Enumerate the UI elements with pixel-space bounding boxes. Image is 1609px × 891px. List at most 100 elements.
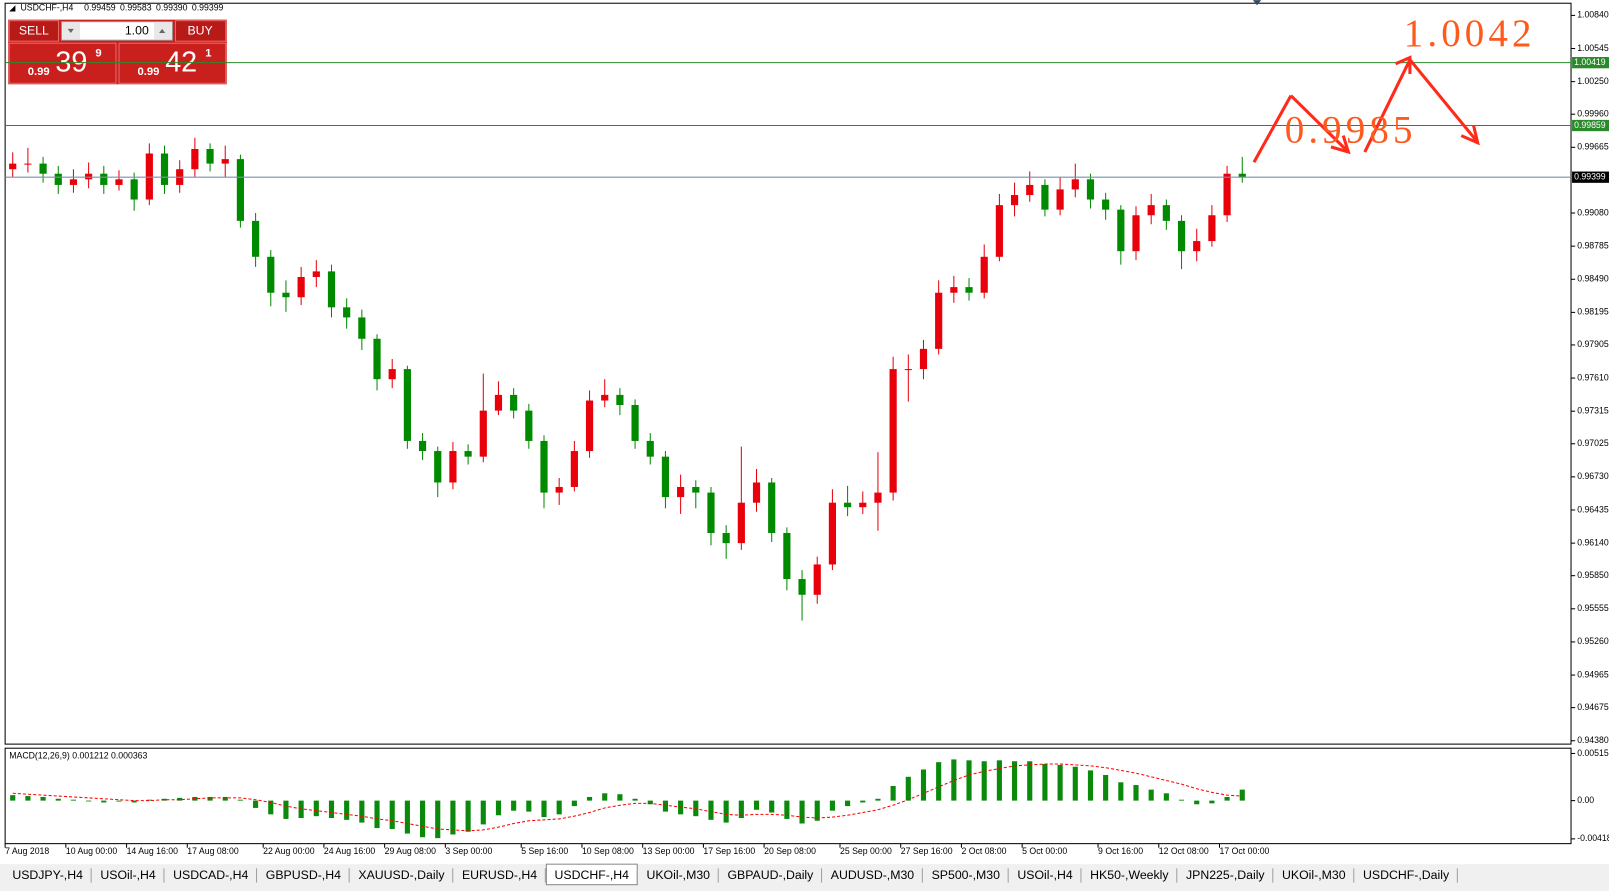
tab[interactable] <box>4 867 92 885</box>
tab-label: EURUSD-,H4 <box>462 868 537 882</box>
candle-body <box>661 456 670 498</box>
macd-bar <box>1133 785 1139 801</box>
lot-input[interactable] <box>61 21 173 41</box>
candle-body <box>707 492 715 534</box>
candle-body <box>1132 215 1140 252</box>
macd-bar <box>936 762 942 801</box>
macd-bar <box>845 800 851 807</box>
macd-bar <box>70 799 77 801</box>
candle-body <box>1071 179 1079 190</box>
tab[interactable] <box>164 867 257 885</box>
y-tick-label: 0.99665 <box>1577 142 1609 152</box>
sell-price-box[interactable] <box>8 42 117 84</box>
down-arrow <box>67 28 74 33</box>
tab[interactable] <box>719 867 822 885</box>
candle-body <box>585 400 594 452</box>
macd-bar <box>905 776 911 801</box>
quote-high: 0.99583 <box>120 3 152 13</box>
macd-bar <box>571 800 577 807</box>
macd-bar <box>420 800 426 838</box>
y-tick-label: 0.94380 <box>1577 735 1609 745</box>
sell-button[interactable] <box>8 20 60 42</box>
tab[interactable] <box>638 867 719 885</box>
x-tick-label: 14 Aug 16:00 <box>127 846 179 856</box>
macd-bar <box>40 796 46 801</box>
candle-body <box>1238 173 1246 178</box>
candle-body <box>373 338 381 380</box>
tab[interactable] <box>92 867 164 885</box>
candle-body <box>965 287 973 293</box>
candle-body <box>1010 195 1019 206</box>
candle-body <box>555 486 563 493</box>
candle-body <box>1056 189 1064 210</box>
tab-label: GBPUSD-,H4 <box>266 868 341 882</box>
y-tick-label: -0.00418 <box>1577 833 1609 843</box>
macd-bar <box>55 798 61 801</box>
quote-close: 0.99399 <box>192 3 224 13</box>
tab[interactable] <box>1273 867 1354 885</box>
tab[interactable] <box>1081 867 1177 885</box>
y-tick-label: 0.94965 <box>1577 669 1609 679</box>
macd-bar <box>101 800 107 803</box>
drawn-arrows <box>1252 55 1480 164</box>
candle-body <box>297 277 305 298</box>
price-level-label: 0.99399 <box>1574 171 1606 181</box>
candle-body <box>980 256 988 293</box>
quote-open: 0.99459 <box>84 3 116 13</box>
candle-body <box>1223 173 1231 216</box>
macd-bar <box>617 794 623 801</box>
signal-line <box>12 763 1243 832</box>
tab-label: AUDUSD-,M30 <box>831 868 915 882</box>
macd-bar <box>10 795 16 801</box>
tab-label: USDCHF-,H4 <box>555 868 630 882</box>
candle-body <box>206 149 214 164</box>
y-tick-label: 0.96730 <box>1577 471 1609 481</box>
macd-bar <box>814 800 820 821</box>
tab[interactable] <box>1177 867 1273 885</box>
x-tick-label: 17 Aug 08:00 <box>187 846 239 856</box>
y-tick-label: 0.00 <box>1577 795 1594 805</box>
macd-bar <box>1027 761 1033 801</box>
price-pane <box>4 2 1572 745</box>
tab[interactable] <box>923 867 1009 885</box>
candle-body <box>844 502 852 508</box>
tab-label: SP500-,M30 <box>932 868 1001 882</box>
candle-body <box>9 163 17 170</box>
buy-price-box[interactable] <box>118 42 227 84</box>
up-arrow <box>159 28 166 33</box>
macd-bar <box>313 800 319 817</box>
candle-body <box>39 163 47 174</box>
tab[interactable] <box>257 867 350 885</box>
macd-bar <box>662 800 669 812</box>
buy-button[interactable] <box>174 20 227 42</box>
shift-marker <box>1252 0 1262 6</box>
tab[interactable] <box>1009 867 1081 885</box>
candle-body <box>646 440 654 457</box>
macd-bar <box>328 800 335 819</box>
y-tick-label: 1.00545 <box>1577 43 1609 53</box>
tab[interactable] <box>350 867 453 885</box>
candle-body <box>130 179 138 200</box>
tab[interactable] <box>822 867 923 885</box>
x-tick-label: 9 Oct 16:00 <box>1098 846 1143 856</box>
candle-body <box>1208 215 1216 242</box>
macd-bar <box>966 760 972 801</box>
tab[interactable] <box>1354 867 1458 885</box>
candle-body <box>1117 209 1125 252</box>
macd-bar <box>981 761 987 801</box>
macd-bar <box>586 796 593 801</box>
macd-bar <box>283 800 289 819</box>
x-tick-label: 3 Sep 00:00 <box>445 846 492 856</box>
candle-body <box>813 564 821 595</box>
candle-body <box>995 205 1003 257</box>
x-tick-label: 10 Sep 08:00 <box>582 846 634 856</box>
candle-body <box>722 533 730 544</box>
x-tick-label: 25 Sep 00:00 <box>840 846 892 856</box>
tab[interactable] <box>453 867 546 885</box>
macd-bar <box>374 800 380 829</box>
candle-body <box>616 394 624 406</box>
candle-body <box>1193 241 1201 252</box>
tab-label: JPN225-,Daily <box>1186 868 1265 882</box>
tab-label: UKOil-,M30 <box>646 868 710 882</box>
macd-bar <box>25 796 31 801</box>
